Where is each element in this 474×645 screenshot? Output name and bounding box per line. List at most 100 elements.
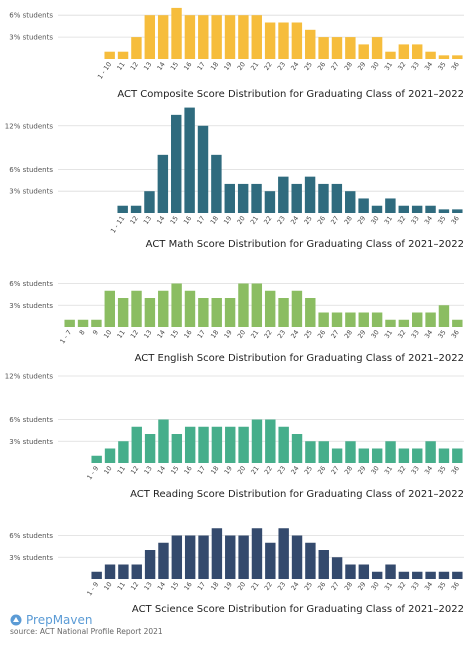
bar bbox=[264, 22, 276, 59]
x-tick-label: 20 bbox=[235, 215, 246, 226]
x-tick-label: 15 bbox=[169, 581, 180, 592]
x-tick-label: 33 bbox=[410, 329, 421, 340]
x-tick-label: 36 bbox=[450, 329, 461, 340]
bar bbox=[291, 183, 302, 213]
bar bbox=[385, 319, 396, 327]
x-tick-label: 28 bbox=[343, 61, 354, 72]
brand-name: PrepMaven bbox=[26, 613, 93, 627]
bar bbox=[412, 312, 423, 327]
bar bbox=[398, 448, 410, 463]
bar bbox=[117, 51, 129, 59]
bar bbox=[211, 528, 223, 579]
x-tick-label: 11 bbox=[116, 465, 127, 476]
x-tick-label: 11 bbox=[115, 61, 126, 72]
bar bbox=[452, 571, 463, 579]
bar bbox=[251, 419, 263, 463]
bar bbox=[225, 426, 236, 463]
bar bbox=[144, 191, 155, 213]
x-tick-label: 30 bbox=[369, 329, 380, 340]
bar bbox=[171, 535, 183, 579]
bar bbox=[211, 298, 222, 327]
bar bbox=[278, 528, 289, 579]
x-tick-label: 1 - 11 bbox=[109, 215, 126, 235]
x-tick-label: 18 bbox=[209, 61, 220, 72]
bar bbox=[211, 154, 222, 213]
x-tick-label: 36 bbox=[450, 581, 461, 592]
bar bbox=[305, 298, 316, 327]
bar bbox=[131, 290, 142, 327]
bar bbox=[291, 434, 303, 463]
chart-title: ACT Math Score Distribution for Graduati… bbox=[146, 239, 464, 250]
x-tick-label: 11 bbox=[116, 581, 127, 592]
x-tick-label: 24 bbox=[289, 329, 300, 340]
bar bbox=[398, 44, 410, 59]
source-note: source: ACT National Profile Report 2021 bbox=[10, 627, 163, 636]
bar bbox=[64, 319, 75, 327]
bar bbox=[452, 448, 463, 463]
x-tick-label: 29 bbox=[356, 61, 367, 72]
bar bbox=[291, 290, 303, 327]
x-tick-label: 1 - 9 bbox=[85, 465, 100, 482]
bar bbox=[425, 205, 436, 213]
x-tick-label: 1 - 9 bbox=[85, 581, 100, 598]
x-tick-label: 24 bbox=[289, 465, 300, 476]
x-tick-label: 17 bbox=[196, 465, 207, 476]
x-tick-label: 32 bbox=[396, 581, 407, 592]
x-tick-label: 34 bbox=[423, 581, 434, 592]
bar bbox=[171, 114, 182, 213]
x-tick-label: 29 bbox=[356, 465, 367, 476]
x-tick-label: 35 bbox=[436, 215, 447, 226]
x-tick-label: 36 bbox=[450, 465, 461, 476]
bar bbox=[452, 55, 463, 59]
x-tick-label: 22 bbox=[262, 61, 273, 72]
x-tick-label: 16 bbox=[183, 581, 194, 592]
x-tick-label: 24 bbox=[289, 581, 300, 592]
bar bbox=[291, 535, 303, 579]
x-tick-label: 36 bbox=[450, 61, 461, 72]
bar bbox=[224, 183, 235, 213]
x-tick-label: 28 bbox=[343, 215, 354, 226]
y-tick-label: 6% students bbox=[9, 166, 53, 174]
bar bbox=[345, 312, 356, 327]
x-tick-label: 15 bbox=[169, 329, 180, 340]
x-tick-label: 22 bbox=[263, 329, 274, 340]
x-tick-label: 23 bbox=[276, 465, 287, 476]
x-tick-label: 26 bbox=[316, 329, 327, 340]
x-tick-label: 24 bbox=[289, 215, 300, 226]
x-tick-label: 15 bbox=[169, 61, 180, 72]
x-tick-label: 28 bbox=[343, 465, 354, 476]
x-tick-label: 26 bbox=[316, 61, 327, 72]
x-tick-label: 12 bbox=[128, 215, 139, 226]
x-tick-label: 13 bbox=[142, 329, 153, 340]
x-tick-label: 14 bbox=[156, 581, 167, 592]
y-tick-label: 3% students bbox=[9, 34, 53, 42]
bar bbox=[438, 55, 450, 59]
x-tick-label: 34 bbox=[423, 61, 434, 72]
x-tick-label: 12 bbox=[129, 61, 140, 72]
bar bbox=[91, 455, 102, 463]
bar bbox=[385, 198, 396, 213]
x-tick-label: 20 bbox=[236, 329, 247, 340]
x-tick-label: 16 bbox=[182, 215, 193, 226]
bar bbox=[198, 426, 209, 463]
y-tick-label: 12% students bbox=[5, 122, 54, 130]
x-tick-label: 32 bbox=[396, 61, 407, 72]
x-tick-label: 27 bbox=[329, 215, 340, 226]
bar bbox=[118, 441, 129, 463]
x-tick-label: 13 bbox=[142, 581, 153, 592]
bar bbox=[371, 312, 383, 327]
bar bbox=[91, 571, 102, 579]
bar bbox=[158, 542, 169, 579]
x-tick-label: 15 bbox=[169, 215, 180, 226]
x-tick-label: 27 bbox=[329, 465, 340, 476]
bar bbox=[224, 15, 236, 59]
bar bbox=[398, 319, 410, 327]
x-tick-label: 10 bbox=[102, 581, 113, 592]
x-tick-label: 13 bbox=[142, 215, 153, 226]
bar bbox=[412, 448, 423, 463]
bar bbox=[144, 298, 156, 327]
bar bbox=[345, 564, 356, 579]
bar bbox=[184, 290, 196, 327]
bar bbox=[144, 15, 156, 59]
